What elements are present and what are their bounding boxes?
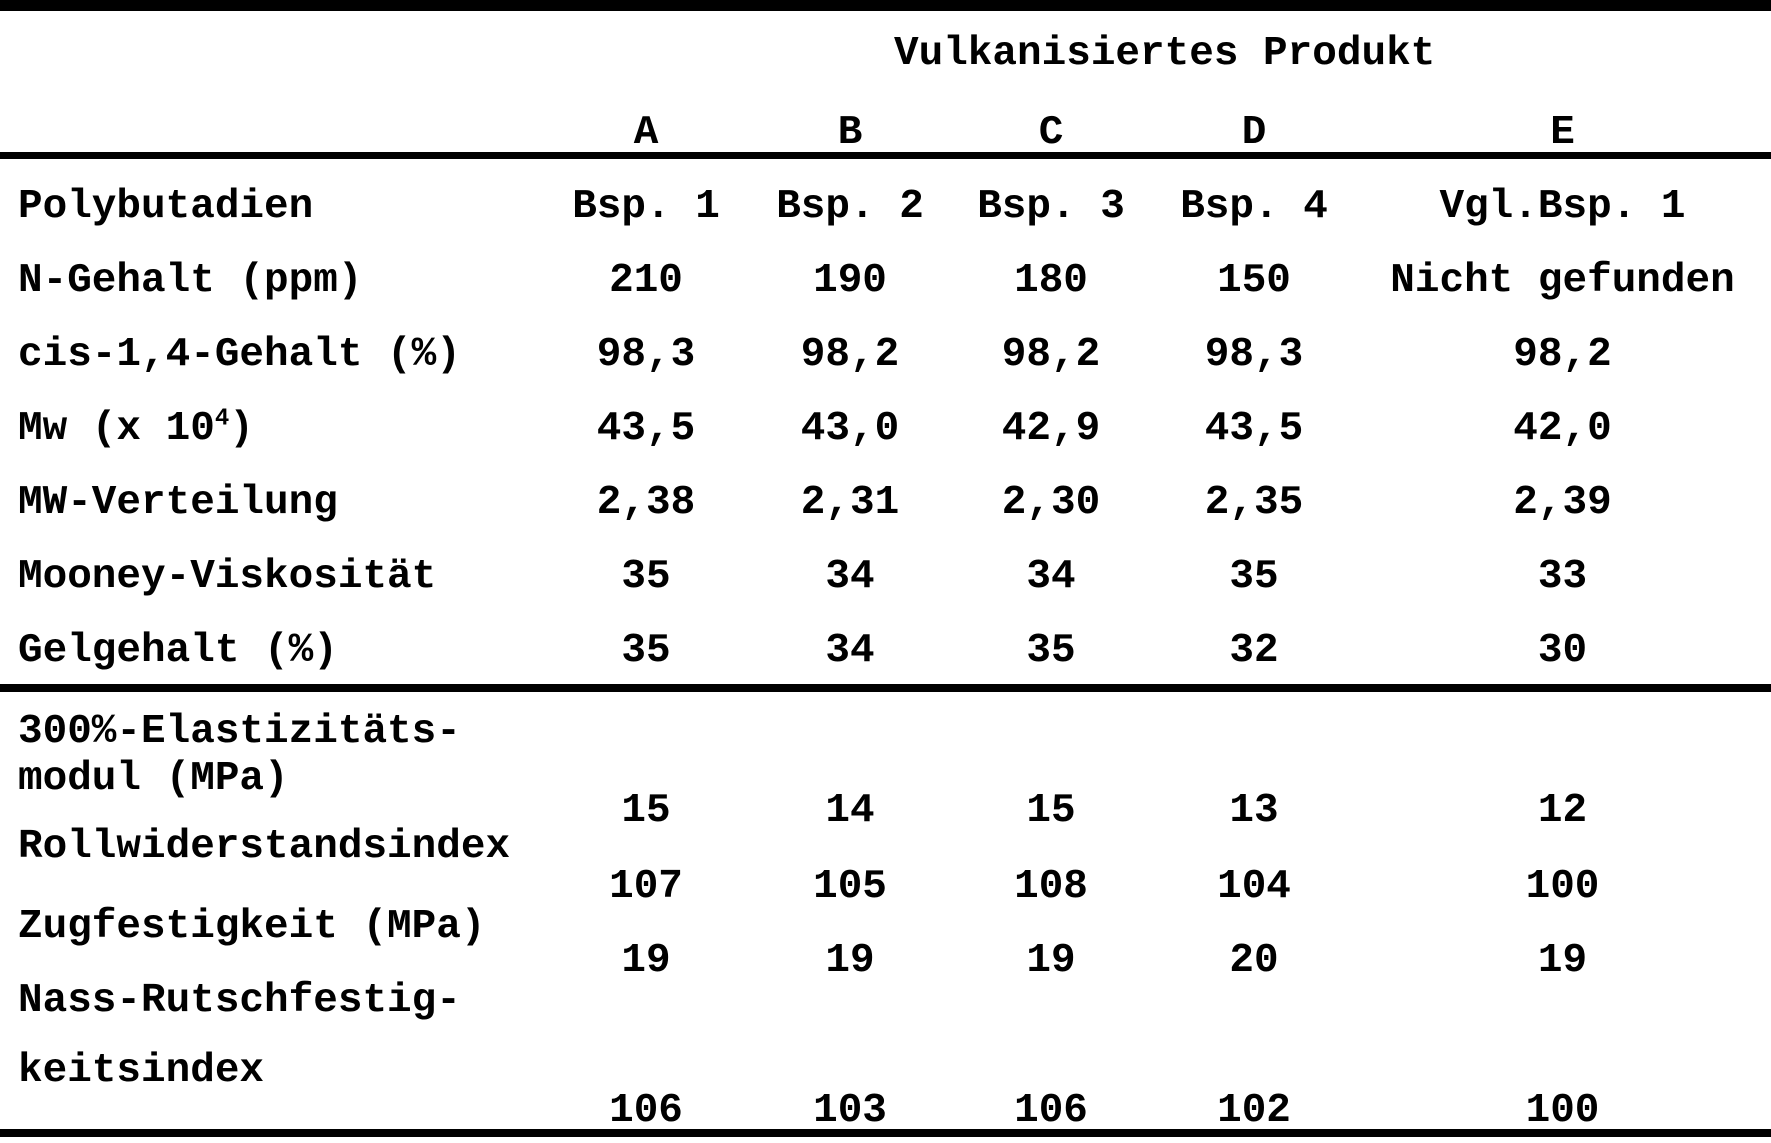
cell-value: 34 (1026, 554, 1076, 600)
cell-value: 104 (1217, 864, 1291, 910)
cell-value: 102 (1217, 1088, 1291, 1134)
cell-value: 100 (1525, 864, 1600, 910)
cell-value: Nicht gefunden (1390, 258, 1735, 304)
row-label-line1: Nass-Rutschfestig- (18, 978, 461, 1024)
cell-value: 180 (1014, 258, 1088, 304)
cell-value: 34 (825, 554, 875, 600)
cell-value: 33 (1537, 554, 1588, 600)
cell-value: Bsp. 2 (776, 184, 924, 230)
table-section-polymer: Polybutadien Bsp. 1 Bsp. 2 Bsp. 3 Bsp. 4… (0, 170, 1771, 688)
row-label: N-Gehalt (ppm) (18, 258, 363, 304)
row-label-text: Mw (x 10 (18, 406, 215, 452)
cell-value: 19 (825, 938, 875, 984)
table-row: Polybutadien Bsp. 1 Bsp. 2 Bsp. 3 Bsp. 4… (0, 170, 1771, 244)
cell-value: 32 (1229, 628, 1279, 674)
cell-value: 13 (1229, 788, 1279, 834)
cell-value: 42,0 (1513, 406, 1612, 452)
column-header-c: C (1038, 110, 1064, 156)
cell-value: 15 (1026, 788, 1076, 834)
table-row: Gelgehalt (%) 35 34 35 32 30 (0, 614, 1771, 688)
cell-value: 98,2 (800, 332, 900, 378)
table-row: 15 14 15 13 12 (0, 788, 1771, 835)
cell-value: 2,35 (1204, 480, 1304, 526)
row-label: 300%-Elastizitäts- modul (MPa) (0, 709, 1771, 803)
cell-value: 19 (1026, 938, 1076, 984)
cell-value: 98,2 (1513, 332, 1612, 378)
cell-value: 2,31 (800, 480, 900, 526)
cell-value: 20 (1229, 938, 1279, 984)
row-label: Gelgehalt (%) (18, 628, 338, 674)
table-row: Mooney-Viskosität 35 34 34 35 33 (0, 540, 1771, 614)
cell-value: 98,3 (1204, 332, 1304, 378)
cell-value: 19 (1537, 938, 1588, 984)
cell-value: 106 (1014, 1088, 1088, 1134)
column-header-a: A (633, 110, 659, 156)
superscript-exponent: 4 (214, 405, 230, 433)
cell-value: 12 (1537, 788, 1588, 834)
cell-value: 43,5 (596, 406, 696, 452)
table-row: 107 105 108 104 100 (0, 864, 1771, 911)
cell-value: 150 (1217, 258, 1291, 304)
row-label: Rollwiderstandsindex (18, 824, 511, 870)
cell-value: 103 (813, 1088, 887, 1134)
row-label: cis-1,4-Gehalt (%) (18, 332, 461, 378)
header-rule (0, 152, 1771, 159)
cell-value: 35 (1026, 628, 1076, 674)
cell-value: 15 (621, 788, 671, 834)
cell-value: 107 (609, 864, 683, 910)
bottom-rule (0, 1129, 1771, 1137)
top-rule (0, 0, 1771, 11)
cell-value: 190 (813, 258, 887, 304)
section-divider-rule (0, 684, 1771, 692)
cell-value: 106 (609, 1088, 683, 1134)
cell-value: 19 (621, 938, 671, 984)
row-label-line1: 300%-Elastizitäts- (18, 709, 461, 755)
cell-value: Vgl.Bsp. 1 (1439, 184, 1686, 230)
column-header-d: D (1241, 110, 1267, 156)
cell-value: 98,2 (1001, 332, 1101, 378)
column-header-e: E (1550, 110, 1575, 156)
table-row: 19 19 19 20 19 (0, 938, 1771, 985)
cell-value: 14 (825, 788, 875, 834)
cell-value: 108 (1014, 864, 1088, 910)
row-label: Zugfestigkeit (MPa) (18, 904, 486, 950)
cell-value: 2,39 (1513, 480, 1612, 526)
cell-value: 98,3 (596, 332, 696, 378)
table-row: MW-Verteilung 2,38 2,31 2,30 2,35 2,39 (0, 466, 1771, 540)
row-label: Mooney-Viskosität (18, 554, 437, 600)
cell-value: Bsp. 4 (1180, 184, 1328, 230)
cell-value: 210 (609, 258, 683, 304)
cell-value: 42,9 (1001, 406, 1101, 452)
column-header-b: B (837, 110, 863, 156)
cell-value: 100 (1525, 1088, 1600, 1134)
cell-value: 43,5 (1204, 406, 1304, 452)
cell-value: 34 (825, 628, 875, 674)
row-label-line2: modul (MPa) (18, 756, 289, 802)
cell-value: 2,38 (596, 480, 696, 526)
row-label-line2: keitsindex (18, 1048, 265, 1094)
cell-value: 43,0 (800, 406, 900, 452)
cell-value: 105 (813, 864, 887, 910)
cell-value: 35 (1229, 554, 1279, 600)
table-row: N-Gehalt (ppm) 210 190 180 150 Nicht gef… (0, 244, 1771, 318)
table-title: Vulkanisiertes Produkt (894, 31, 1436, 77)
cell-value: Bsp. 1 (572, 184, 720, 230)
cell-value: 2,30 (1001, 480, 1101, 526)
table-row: 106 103 106 102 100 (0, 1088, 1771, 1135)
row-label-text: ) (229, 406, 254, 452)
empty-label-cell (0, 1088, 540, 1135)
column-letters-row: A B C D E (0, 110, 1771, 156)
table-row: Mw (x 104) 43,5 43,0 42,9 43,5 42,0 (0, 392, 1771, 466)
cell-value: 35 (621, 628, 671, 674)
row-label: Polybutadien (18, 184, 314, 230)
table-row: cis-1,4-Gehalt (%) 98,3 98,2 98,2 98,3 9… (0, 318, 1771, 392)
cell-value: Bsp. 3 (977, 184, 1125, 230)
row-label: MW-Verteilung (18, 480, 338, 526)
cell-value: 35 (621, 554, 671, 600)
cell-value: 30 (1537, 628, 1588, 674)
row-label: Mw (x 104) (0, 406, 540, 452)
